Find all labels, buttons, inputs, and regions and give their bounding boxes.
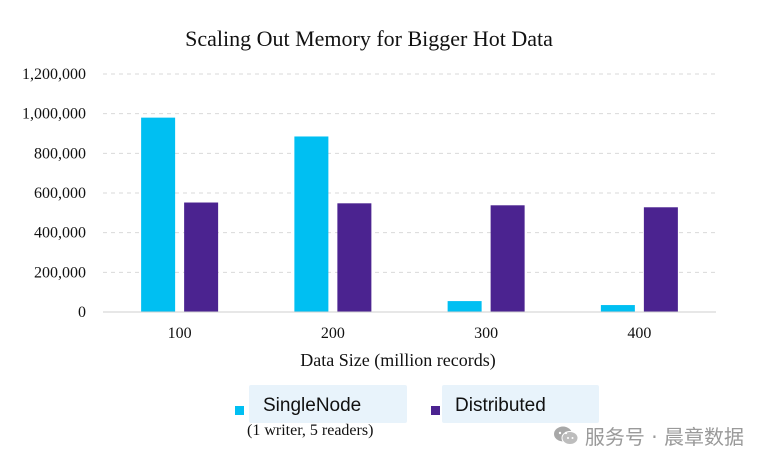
wechat-icon <box>553 426 579 445</box>
x-tick-label: 100 <box>168 325 192 342</box>
watermark-text: 服务号 · 晨章数据 <box>584 425 744 449</box>
x-axis-label: Data Size (million records) <box>300 350 495 371</box>
bar-distributed-300 <box>490 205 525 312</box>
x-tick-label: 200 <box>321 325 345 342</box>
y-tick-label: 800,000 <box>34 145 86 162</box>
x-axis: 100 200 300 400 <box>168 325 652 342</box>
y-axis: 0 200,000 400,000 600,000 800,000 1,000,000 1,… <box>22 66 86 321</box>
y-tick-label: 600,000 <box>34 185 86 202</box>
bar-singlenode-200 <box>294 136 329 312</box>
bar-distributed-100 <box>184 202 219 312</box>
bars <box>141 117 678 312</box>
bar-singlenode-400 <box>600 305 635 312</box>
bar-distributed-400 <box>643 207 678 312</box>
y-tick-label: 1,200,000 <box>22 66 86 83</box>
y-tick-label: 400,000 <box>34 225 86 242</box>
y-tick-label: 0 <box>78 304 86 321</box>
bar-singlenode-100 <box>141 117 176 312</box>
bar-distributed-200 <box>337 203 372 312</box>
grid-lines <box>103 73 716 273</box>
bar-singlenode-300 <box>447 301 482 312</box>
x-tick-label: 300 <box>474 325 498 342</box>
x-tick-label: 400 <box>627 325 651 342</box>
y-tick-label: 1,000,000 <box>22 106 86 123</box>
watermark: 服务号 · 晨章数据 <box>553 421 744 450</box>
chart-title: Scaling Out Memory for Bigger Hot Data <box>185 26 553 51</box>
y-tick-label: 200,000 <box>34 264 86 281</box>
